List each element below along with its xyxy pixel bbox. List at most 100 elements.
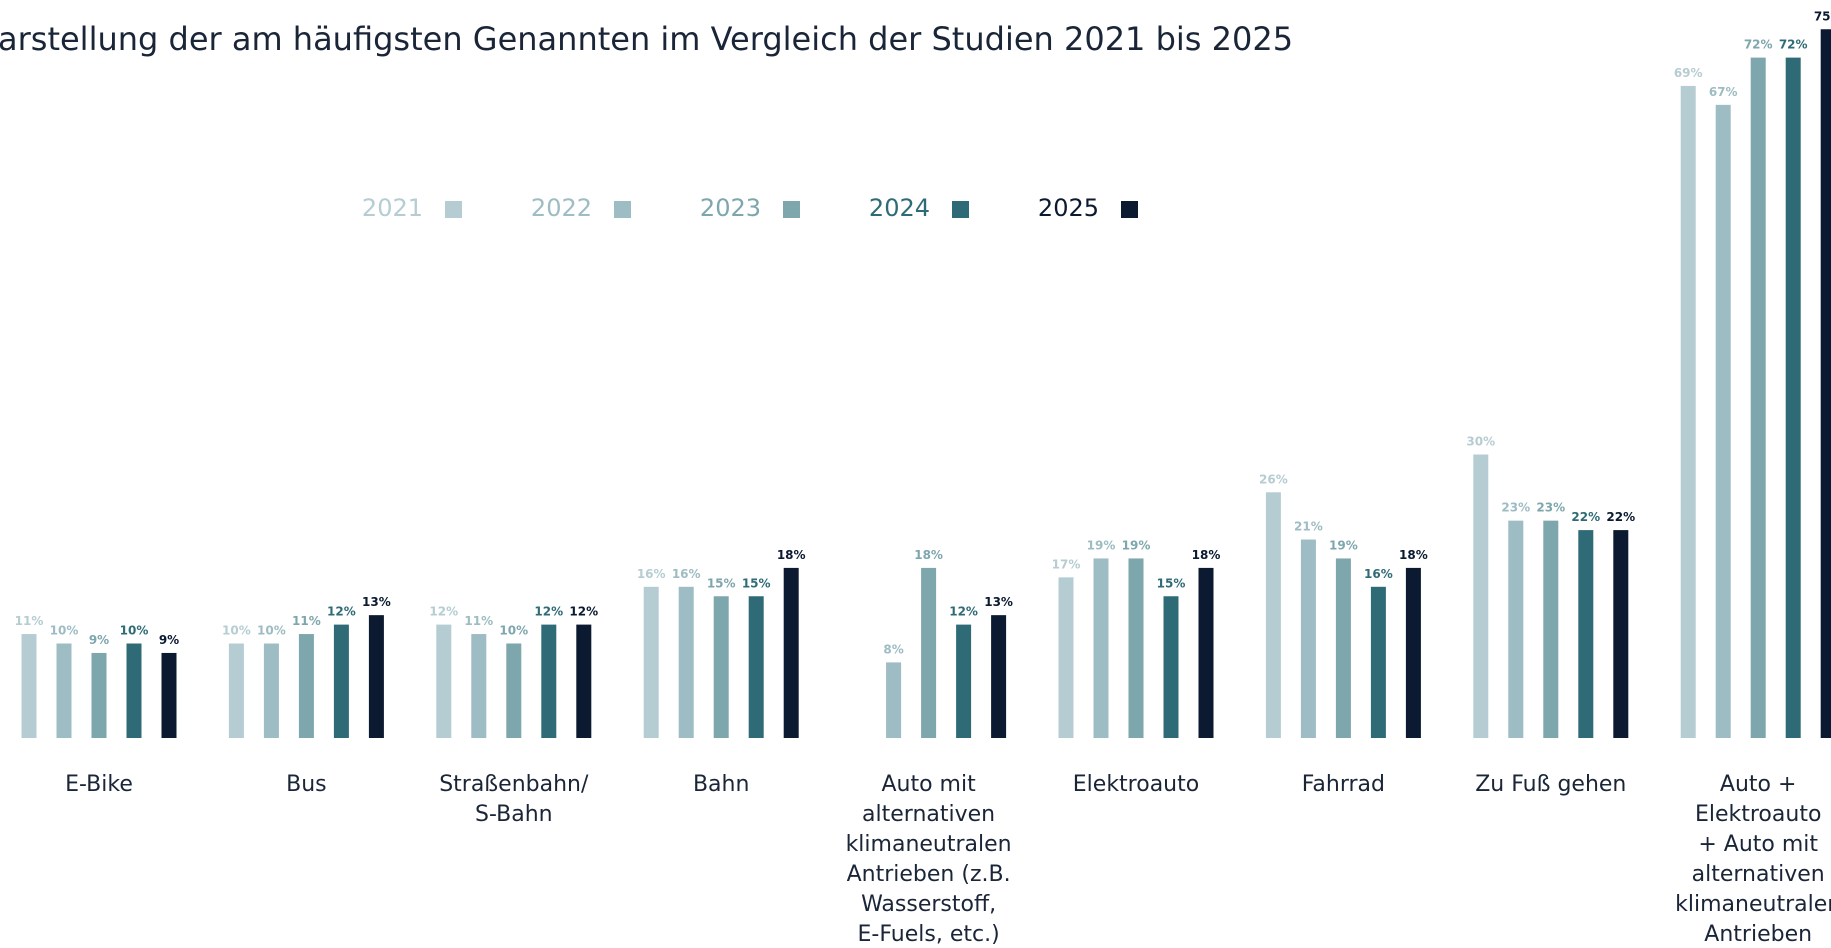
category-label: Auto mit alternativen klimaneutralen Ant… <box>845 772 1012 947</box>
bar <box>783 567 799 738</box>
value-label: 12% <box>429 605 458 619</box>
legend-label: 2022 <box>531 194 592 222</box>
bar <box>1785 57 1801 739</box>
bar <box>991 615 1007 738</box>
value-label: 72% <box>1744 38 1773 52</box>
bar <box>1405 567 1421 738</box>
value-label: 18% <box>777 548 806 562</box>
bar <box>886 662 902 738</box>
value-label: 22% <box>1571 510 1600 524</box>
value-label: 23% <box>1536 501 1565 515</box>
bar <box>436 624 452 738</box>
bar <box>333 624 349 738</box>
category-label: E-Bike <box>65 772 133 797</box>
bar <box>91 652 107 738</box>
bar <box>748 596 764 738</box>
bar <box>368 615 384 738</box>
bar <box>1370 586 1386 738</box>
value-label: 11% <box>464 614 493 628</box>
value-label: 11% <box>15 614 44 628</box>
bar <box>263 643 279 738</box>
bar <box>298 634 314 738</box>
bar <box>1680 85 1696 738</box>
value-label: 16% <box>672 567 701 581</box>
bar <box>1473 454 1489 738</box>
bar <box>678 586 694 738</box>
legend-label: 2025 <box>1038 194 1099 222</box>
legend-label: 2021 <box>362 194 423 222</box>
bar <box>1613 530 1629 738</box>
legend-swatch <box>614 201 631 218</box>
bar <box>56 643 72 738</box>
legend-label: 2023 <box>700 194 761 222</box>
value-label: 18% <box>914 548 943 562</box>
bar <box>576 624 592 738</box>
bar <box>21 634 37 738</box>
value-label: 9% <box>89 633 109 647</box>
value-label: 12% <box>949 605 978 619</box>
bar <box>1750 57 1766 739</box>
legend-label: 2024 <box>869 194 930 222</box>
value-label: 75% <box>1814 9 1831 23</box>
bar <box>1508 520 1524 738</box>
category-label: Bus <box>286 772 327 797</box>
bar <box>1128 558 1144 738</box>
bar <box>126 643 142 738</box>
bar <box>1058 577 1074 738</box>
value-label: 10% <box>499 624 528 638</box>
value-label: 10% <box>222 624 251 638</box>
bar <box>1093 558 1109 738</box>
category-label: Elektroauto <box>1072 772 1200 797</box>
value-label: 26% <box>1259 472 1288 486</box>
legend-swatch <box>952 201 969 218</box>
legend-swatch <box>445 201 462 218</box>
bar <box>1265 492 1281 738</box>
bar <box>541 624 557 738</box>
legend-swatch <box>1121 201 1138 218</box>
value-label: 12% <box>534 605 563 619</box>
value-label: 10% <box>120 624 149 638</box>
value-label: 30% <box>1466 435 1495 449</box>
value-label: 69% <box>1674 66 1703 80</box>
value-label: 23% <box>1501 501 1530 515</box>
bar <box>1300 539 1316 738</box>
value-label: 12% <box>327 605 356 619</box>
bar <box>1578 530 1594 738</box>
bar <box>1820 29 1831 738</box>
value-label: 10% <box>257 624 286 638</box>
bar <box>1198 567 1214 738</box>
bar <box>1335 558 1351 738</box>
bar <box>643 586 659 738</box>
value-label: 72% <box>1779 38 1808 52</box>
bar <box>161 652 177 738</box>
value-label: 11% <box>292 614 321 628</box>
value-label: 21% <box>1294 520 1323 534</box>
bar <box>471 634 487 738</box>
category-label: Straßenbahn/ S-Bahn <box>439 772 589 827</box>
value-label: 19% <box>1122 538 1151 552</box>
legend-swatch <box>783 201 800 218</box>
bar <box>713 596 729 738</box>
bar <box>1543 520 1559 738</box>
value-label: 12% <box>569 605 598 619</box>
category-label: Bahn <box>692 772 750 797</box>
value-label: 15% <box>707 576 736 590</box>
value-label: 15% <box>742 576 771 590</box>
value-label: 13% <box>362 595 391 609</box>
bar <box>1163 596 1179 738</box>
value-label: 16% <box>637 567 666 581</box>
value-label: 19% <box>1329 538 1358 552</box>
value-label: 18% <box>1192 548 1221 562</box>
value-label: 18% <box>1399 548 1428 562</box>
value-label: 15% <box>1157 576 1186 590</box>
category-label: Auto + Elektroauto + Auto mit alternativ… <box>1675 772 1831 947</box>
value-label: 10% <box>50 624 79 638</box>
value-label: 8% <box>883 642 903 656</box>
category-label: Zu Fuß gehen <box>1475 772 1627 797</box>
bar <box>956 624 972 738</box>
value-label: 22% <box>1606 510 1635 524</box>
bar <box>921 567 937 738</box>
bar <box>228 643 244 738</box>
